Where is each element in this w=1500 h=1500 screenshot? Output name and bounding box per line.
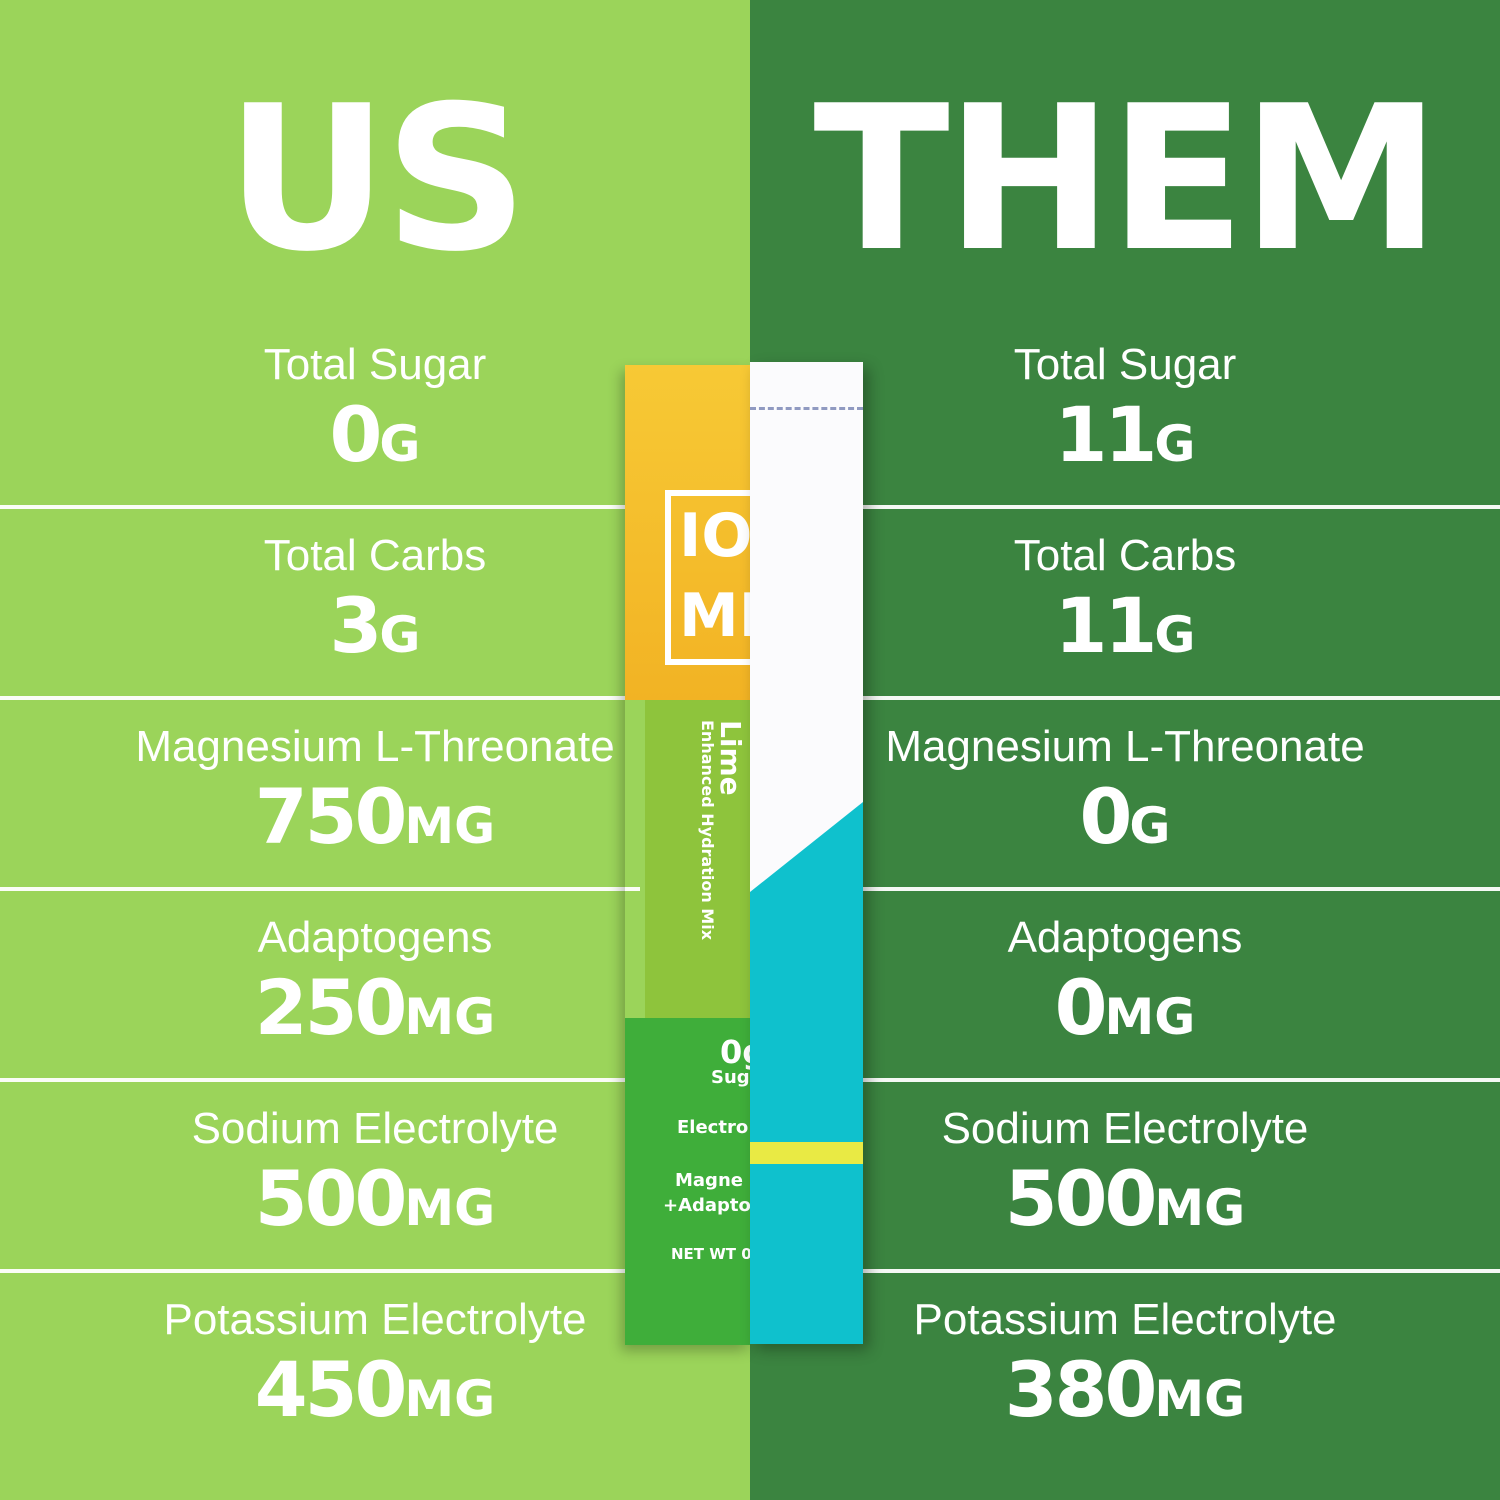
nutrient-value: 11G (750, 581, 1500, 680)
amount: 0 (1054, 963, 1108, 1052)
unit: MG (404, 988, 496, 1046)
packet-line-electrolytes: Electro (677, 1117, 749, 1138)
us-row: Adaptogens 250MG (0, 913, 750, 1062)
unit: G (1129, 797, 1171, 855)
nutrient-label: Sodium Electrolyte (191, 1104, 559, 1153)
row-divider (0, 1078, 640, 1082)
packet-badge-value: 0g (720, 1033, 750, 1071)
packet-subtitle: Enhanced Hydration Mix (698, 720, 717, 941)
nutrient-label: Adaptogens (1007, 913, 1243, 962)
them-row: Magnesium L-Threonate 0G (750, 722, 1500, 871)
amount: 500 (1004, 1154, 1158, 1243)
unit: G (1154, 415, 1196, 473)
them-product-packet (750, 362, 863, 1344)
packet-net-weight: NET WT 0.2 (671, 1245, 750, 1263)
row-divider (850, 696, 1500, 700)
us-row: Total Carbs 3G (0, 531, 750, 680)
unit: MG (1154, 1179, 1246, 1237)
nutrient-label: Sodium Electrolyte (941, 1104, 1309, 1153)
nutrient-label: Magnesium L-Threonate (885, 722, 1365, 771)
nutrient-value: 500MG (750, 1154, 1500, 1253)
them-title: THEM (813, 63, 1440, 296)
them-row: Adaptogens 0MG (750, 913, 1500, 1062)
them-row: Potassium Electrolyte 380MG (750, 1295, 1500, 1444)
unit: MG (404, 1370, 496, 1428)
amount: 750 (254, 772, 408, 861)
amount: 3 (329, 581, 383, 670)
row-divider (0, 505, 640, 509)
packet-logo: IO MI (665, 490, 750, 665)
nutrient-label: Total Sugar (1013, 340, 1237, 389)
us-row: Magnesium L-Threonate 750MG (0, 722, 750, 871)
nutrient-label: Total Sugar (263, 340, 487, 389)
amount: 380 (1004, 1345, 1158, 1434)
row-divider (850, 1078, 1500, 1082)
us-title: US (225, 63, 528, 296)
them-panel: THEM Total Sugar 11G Total Carbs 11G Magne… (750, 0, 1500, 1500)
amount: 250 (254, 963, 408, 1052)
nutrient-value: 250MG (0, 963, 750, 1062)
us-product-packet: IO MI Lime Enhanced Hydration Mix 0g Sug… (625, 365, 750, 1345)
nutrient-label: Adaptogens (257, 913, 493, 962)
amount: 450 (254, 1345, 408, 1434)
unit: G (379, 606, 421, 664)
nutrient-value: 750MG (0, 772, 750, 871)
unit: G (1154, 606, 1196, 664)
unit: G (379, 415, 421, 473)
nutrient-label: Total Carbs (263, 531, 487, 580)
nutrient-value: 11G (750, 390, 1500, 489)
us-panel: US Total Sugar 0G Total Carbs 3G Magnesium… (0, 0, 750, 1500)
nutrient-label: Potassium Electrolyte (163, 1295, 587, 1344)
nutrient-label: Total Carbs (1013, 531, 1237, 580)
amount: 11 (1054, 390, 1158, 479)
nutrient-value: 450MG (0, 1345, 750, 1444)
amount: 0 (1079, 772, 1133, 861)
unit: MG (404, 1179, 496, 1237)
row-divider (0, 1269, 640, 1273)
row-divider (0, 696, 640, 700)
unit: MG (1154, 1370, 1246, 1428)
them-row: Total Carbs 11G (750, 531, 1500, 680)
us-row: Total Sugar 0G (0, 340, 750, 489)
nutrient-value: 0MG (750, 963, 1500, 1062)
them-row: Sodium Electrolyte 500MG (750, 1104, 1500, 1253)
nutrient-value: 0G (750, 772, 1500, 871)
unit: MG (1104, 988, 1196, 1046)
packet-flavor: Lime (714, 720, 747, 796)
unit: MG (404, 797, 496, 855)
nutrient-value: 3G (0, 581, 750, 680)
us-row: Potassium Electrolyte 450MG (0, 1295, 750, 1444)
nutrient-value: 500MG (0, 1154, 750, 1253)
row-divider (850, 887, 1500, 891)
packet-line-adaptogens: +Adapto (663, 1195, 750, 1216)
packet-line-magnesium: Magne (675, 1170, 743, 1191)
row-divider (0, 887, 640, 891)
row-divider (850, 505, 1500, 509)
nutrient-label: Potassium Electrolyte (913, 1295, 1337, 1344)
packet-badge-label: Sug (711, 1067, 750, 1088)
them-row: Total Sugar 11G (750, 340, 1500, 489)
amount: 0 (329, 390, 383, 479)
row-divider (850, 1269, 1500, 1273)
nutrient-value: 380MG (750, 1345, 1500, 1444)
nutrient-label: Magnesium L-Threonate (135, 722, 615, 771)
us-row: Sodium Electrolyte 500MG (0, 1104, 750, 1253)
amount: 11 (1054, 581, 1158, 670)
amount: 500 (254, 1154, 408, 1243)
nutrient-value: 0G (0, 390, 750, 489)
